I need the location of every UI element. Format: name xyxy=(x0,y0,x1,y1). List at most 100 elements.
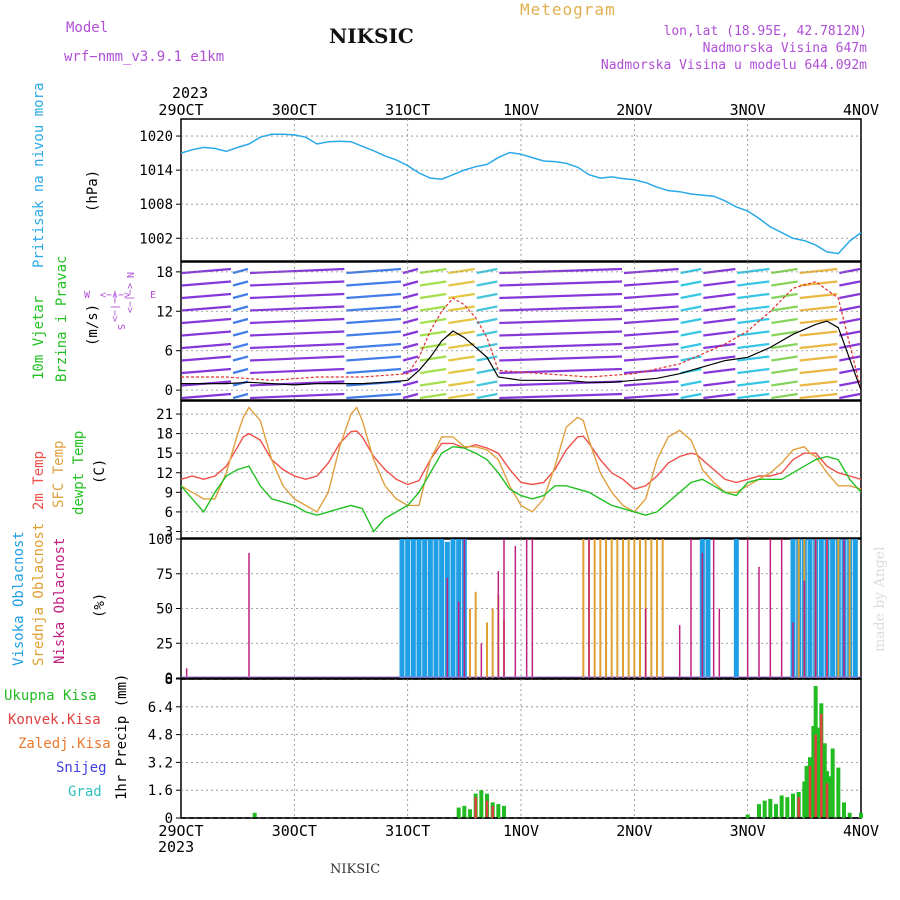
cloud-bar xyxy=(790,539,796,678)
precip-bar xyxy=(462,805,467,818)
precip-bar xyxy=(774,804,778,818)
wind-arrow-row xyxy=(799,267,838,275)
cloud-ylabel-high: Visoka Oblacnost xyxy=(11,531,27,666)
temp-unit: (C) xyxy=(92,459,108,484)
wind-ytick-label: 12 xyxy=(156,304,173,320)
date-label-top: 2NOV xyxy=(616,101,652,119)
wind-arrow-row xyxy=(703,380,736,387)
cloud-bar xyxy=(469,608,471,678)
temp-ylabel-sfc: SFC Temp xyxy=(51,441,67,508)
wind-arrow-row xyxy=(419,292,447,300)
precip-bar xyxy=(797,797,800,818)
wind-arrow-row xyxy=(680,317,702,325)
precip-legend-item: Konvek.Kisa xyxy=(8,712,101,728)
temperature-ytick-label: 12 xyxy=(156,466,173,482)
compass-arrow-upper: <−|−> xyxy=(124,283,135,313)
elevation-label: Nadmorska Visina 647m xyxy=(702,41,867,56)
precip-bar xyxy=(842,802,846,818)
cloud-bar xyxy=(639,539,641,678)
cloud-bar xyxy=(644,608,647,678)
wind-arrow-row xyxy=(419,267,447,275)
page-title: NIKSIC xyxy=(329,24,414,48)
temperature-ytick-label: 3 xyxy=(165,524,173,540)
wind-arrow-row xyxy=(623,342,679,350)
wind-arrow-row xyxy=(839,317,861,325)
cloud-bar xyxy=(593,539,596,678)
date-label-bottom: 2NOV xyxy=(616,822,652,840)
wind-arrow-row xyxy=(249,305,345,312)
wind-arrow-row xyxy=(839,267,861,275)
wind-ylabel2: Brzina i Pravac xyxy=(54,256,70,382)
wind-arrow-row xyxy=(703,267,736,275)
wind-arrow-row xyxy=(346,355,402,362)
wind-arrow-row xyxy=(737,305,770,312)
precip-bar xyxy=(804,765,809,818)
precip-bar xyxy=(859,812,863,818)
cloud-bar xyxy=(582,539,585,678)
wind-arrow-row xyxy=(799,380,838,387)
cloud-bar xyxy=(185,668,188,678)
wind-arrow-row xyxy=(499,317,623,325)
temp-line-1 xyxy=(180,406,862,513)
cloud-bar xyxy=(503,539,505,678)
wind-arrow-row xyxy=(771,267,798,275)
wind-arrow-row xyxy=(680,292,702,300)
cloud-bar xyxy=(599,539,602,678)
wind-arrow-row xyxy=(232,305,249,312)
wind-arrow-row xyxy=(402,280,419,287)
wind-arrow-row xyxy=(181,280,232,287)
wind-arrow-row xyxy=(181,267,232,275)
pressure-ytick-label: 1002 xyxy=(139,231,173,247)
wind-arrow-row xyxy=(181,305,232,312)
cloud-bar xyxy=(746,539,749,678)
precip-bar xyxy=(474,797,477,818)
wind-arrow-row xyxy=(181,292,232,300)
wind-arrow-row xyxy=(737,330,770,337)
wind-arrow-row xyxy=(249,330,345,337)
cloud-ytick-label: 100 xyxy=(148,532,173,548)
cloud-bar xyxy=(830,539,836,678)
cloud-bar xyxy=(588,539,590,678)
wind-arrow-row xyxy=(499,342,623,350)
wind-arrow-row xyxy=(402,355,419,362)
wind-arrow-row xyxy=(737,317,770,325)
model-name: wrf−nmm_v3.9.1 e1km xyxy=(64,49,225,65)
wind-arrow-row xyxy=(499,330,623,337)
wind-arrow-row xyxy=(476,317,498,325)
year-top: 2023 xyxy=(172,84,209,102)
wind-arrow-row xyxy=(249,380,345,387)
cloud-bar xyxy=(818,539,824,678)
meteogram-label: Meteogram xyxy=(520,0,616,19)
wind-arrow-row xyxy=(623,317,679,325)
wind-arrow-row xyxy=(419,305,447,312)
wind-arrow-row xyxy=(402,367,419,375)
wind-arrow-row xyxy=(402,342,419,350)
cloud-bar xyxy=(497,570,500,678)
precip-bar xyxy=(815,727,820,818)
cloud-unit: (%) xyxy=(92,593,108,618)
wind-arrow-row xyxy=(448,317,475,325)
date-label-top: 31OCT xyxy=(385,101,430,119)
wind-arrow-row xyxy=(499,305,623,312)
cloud-ylabel-low: Niska Oblacnost xyxy=(52,538,68,664)
date-label-bottom: 3NOV xyxy=(730,822,766,840)
wind-arrow-row xyxy=(680,267,702,275)
wind-arrow-row xyxy=(703,367,736,375)
wind-arrow-row xyxy=(476,292,498,300)
precip-legend-item: Zaledj.Kisa xyxy=(18,736,111,752)
date-label-bottom: 31OCT xyxy=(385,822,430,840)
wind-speed-line xyxy=(181,320,862,391)
compass-n: N xyxy=(124,272,135,278)
cloud-bar xyxy=(405,539,411,678)
wind-arrow-row xyxy=(623,267,679,275)
cloud-bar xyxy=(848,539,851,678)
compass-e: E xyxy=(150,290,156,301)
wind-arrow-row xyxy=(402,267,419,275)
date-label-bottom: 4NOV xyxy=(843,822,879,840)
cloud-bar xyxy=(399,539,405,678)
wind-arrow-row xyxy=(346,342,402,350)
cloud-bar xyxy=(780,539,783,678)
precip-bar xyxy=(811,725,816,818)
wind-arrow-row xyxy=(623,355,679,362)
wind-arrow-row xyxy=(703,392,736,400)
